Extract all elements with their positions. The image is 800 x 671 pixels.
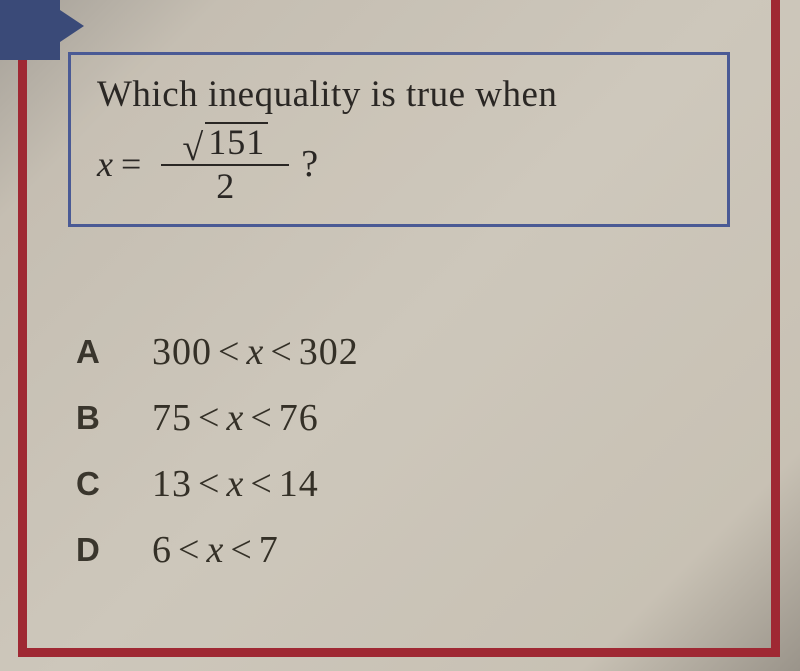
variable-x: x (97, 143, 113, 185)
answer-text: 300<x<302 (152, 330, 359, 374)
radical-icon: √ (182, 133, 203, 163)
answer-letter: D (76, 531, 152, 569)
answer-text: 13<x<14 (152, 462, 319, 506)
question-mark: ? (301, 142, 318, 186)
answer-row[interactable]: B 75<x<76 (76, 396, 720, 440)
answer-row[interactable]: D 6<x<7 (76, 528, 720, 572)
answer-letter: C (76, 465, 152, 503)
numerator: √ 151 (178, 122, 272, 162)
answer-letter: A (76, 333, 152, 371)
denominator: 2 (212, 168, 238, 206)
question-prompt: Which inequality is true when (97, 73, 701, 116)
arrow-tab-icon (0, 0, 86, 60)
answer-row[interactable]: C 13<x<14 (76, 462, 720, 506)
answer-row[interactable]: A 300<x<302 (76, 330, 720, 374)
equation: x = √ 151 2 ? (97, 122, 701, 206)
fraction: √ 151 2 (161, 122, 289, 206)
question-box: Which inequality is true when x = √ 151 … (68, 52, 730, 227)
equals-sign: = (121, 143, 141, 185)
answer-list: A 300<x<302 B 75<x<76 C 13<x<14 D 6<x<7 (76, 330, 720, 594)
answer-letter: B (76, 399, 152, 437)
answer-text: 75<x<76 (152, 396, 319, 440)
answer-text: 6<x<7 (152, 528, 279, 572)
radicand: 151 (205, 122, 268, 162)
